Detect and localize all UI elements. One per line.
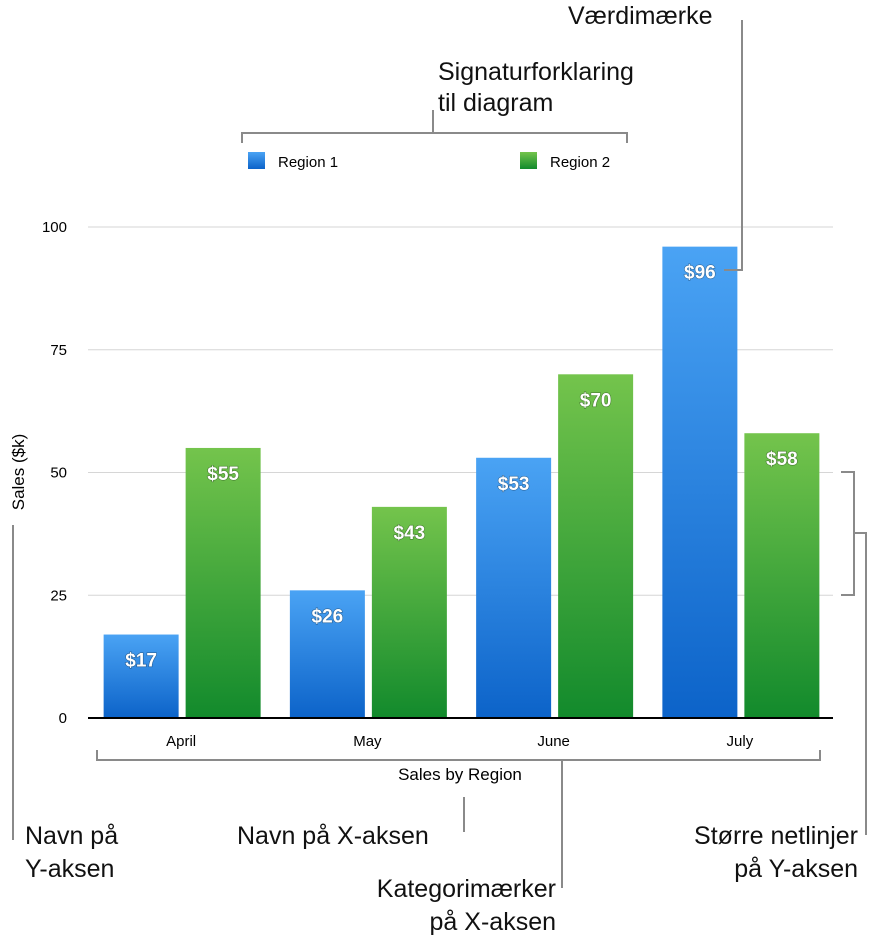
legend-swatch-region-1 [248, 152, 265, 169]
callout-leaders [12, 20, 867, 888]
bar-may-series-1 [289, 590, 365, 718]
value-label: $55 [207, 464, 239, 485]
value-label: $43 [394, 523, 426, 544]
callout-x-axis-name: Navn på X-aksen [237, 822, 429, 850]
value-label: $58 [766, 449, 798, 470]
y-axis-title: Sales ($k) [9, 434, 28, 511]
y-tick-label: 75 [50, 342, 67, 359]
legend-label-region-2: Region 2 [550, 154, 610, 171]
value-label: $96 [684, 263, 716, 284]
bar-june-series-2 [558, 374, 634, 718]
value-label-leader [724, 20, 743, 271]
y-tick-label: 0 [59, 710, 67, 727]
callout-major-gridlines-line2: på Y-aksen [734, 855, 858, 883]
bar-may-series-2 [371, 506, 447, 718]
callouts: Værdimærke Signaturforklaring til diagra… [25, 2, 858, 936]
bar-june-series-1 [476, 457, 552, 718]
legend-bracket [241, 110, 628, 143]
y-tick-label: 100 [42, 219, 67, 236]
x-category-labels: April May June July [166, 733, 754, 750]
x-axis-title: Sales by Region [398, 765, 522, 784]
legend: Region 1 Region 2 [248, 152, 610, 171]
legend-swatch-region-2 [520, 152, 537, 169]
callout-legend-line1: Signaturforklaring [438, 58, 634, 86]
value-labels: $17 $55 $26 $43 $53 $70 $96 $58 [125, 262, 799, 672]
callout-category-labels-line1: Kategorimærker [377, 875, 556, 903]
x-category-label: July [727, 733, 754, 750]
callout-y-axis-name-line2: Y-aksen [25, 855, 114, 883]
callout-category-labels-line2: på X-aksen [430, 908, 556, 936]
callout-major-gridlines-line1: Større netlinjer [694, 822, 858, 850]
y-tick-label: 50 [50, 465, 67, 482]
callout-legend-line2: til diagram [438, 89, 553, 117]
x-category-label: April [166, 733, 196, 750]
gridlines-bracket [841, 471, 867, 835]
bar-july-series-1 [662, 246, 738, 718]
value-label: $70 [580, 390, 612, 411]
y-tick-labels: 0 25 50 75 100 [42, 219, 67, 727]
legend-label-region-1: Region 1 [278, 154, 338, 171]
callout-y-axis-name-line1: Navn på [25, 822, 118, 850]
value-label: $26 [312, 606, 344, 627]
bar-july-series-2 [744, 433, 820, 718]
bar-april-series-1 [103, 634, 179, 718]
value-label: $17 [125, 651, 157, 672]
x-category-label: June [537, 733, 570, 750]
bars [103, 246, 820, 718]
y-tick-label: 25 [50, 587, 67, 604]
bar-april-series-2 [185, 447, 261, 718]
callout-value-label: Værdimærke [568, 2, 712, 30]
x-category-label: May [353, 733, 382, 750]
category-labels-bracket [96, 750, 821, 888]
value-label: $53 [498, 474, 530, 495]
